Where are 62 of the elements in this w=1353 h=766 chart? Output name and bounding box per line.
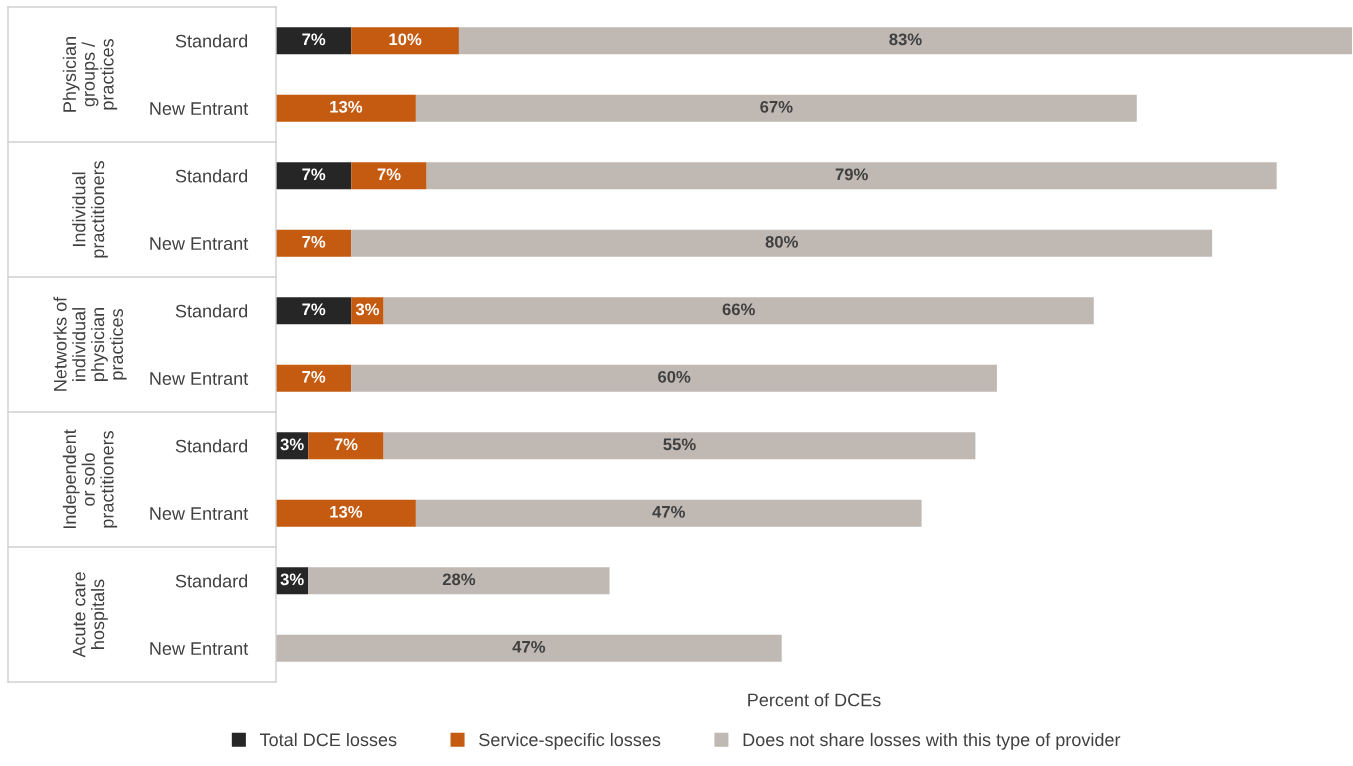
bar: [276, 634, 782, 662]
data-label: 7%: [302, 235, 326, 248]
bar: [276, 364, 352, 392]
y-tick-label: New Entrant: [150, 372, 249, 385]
data-label: 67%: [760, 100, 793, 113]
y-tick-label: New Entrant: [150, 102, 249, 115]
legend-label: Service-specific losses: [479, 732, 661, 750]
data-label: 60%: [658, 370, 691, 383]
y-tick-label: Standard: [175, 34, 248, 48]
y-tick-label: Standard: [175, 304, 248, 318]
bar: [426, 162, 1277, 190]
data-label: 7%: [302, 33, 326, 46]
data-label: 79%: [835, 168, 868, 181]
y-tick-label: New Entrant: [150, 642, 249, 655]
text: Physician groups / practices: [62, 37, 118, 112]
y-tick-label: New Entrant: [150, 507, 249, 520]
bar: [308, 567, 610, 595]
data-label: 47%: [652, 505, 685, 518]
y-tick-label: Standard: [175, 169, 248, 183]
text: Networks of individual physician practices: [53, 296, 127, 391]
bar: [351, 162, 427, 190]
legend-label: Does not share losses with this type of provider: [743, 732, 1121, 750]
data-label: 3%: [280, 438, 304, 451]
data-label: 10%: [389, 33, 422, 46]
data-label: 13%: [330, 100, 363, 113]
bar: [351, 27, 459, 55]
bar: [276, 297, 352, 325]
data-label: 3%: [280, 573, 304, 586]
text: Acute care hospitals: [72, 572, 108, 658]
bar: [351, 229, 1213, 257]
bar: [276, 162, 352, 190]
bar: [308, 432, 384, 460]
data-label: 55%: [663, 438, 696, 451]
data-label: 47%: [512, 640, 546, 653]
x-axis-title: Percent of DCEs: [748, 693, 881, 707]
data-label: 7%: [377, 168, 401, 181]
bar: [415, 94, 1137, 122]
data-label: 83%: [889, 33, 922, 46]
legend-label: Total DCE losses: [260, 732, 397, 747]
bar: [383, 297, 1094, 325]
data-label: 80%: [765, 235, 798, 248]
y-tick-label: Standard: [175, 574, 248, 588]
text: Independent or solo practitioners: [62, 429, 118, 529]
data-label: 3%: [355, 303, 380, 316]
bar: [415, 499, 922, 527]
data-label: 7%: [302, 303, 326, 316]
text: Individual practitioners: [72, 160, 108, 258]
bar: [276, 94, 416, 122]
y-tick-label: Standard: [175, 439, 248, 453]
data-label: 7%: [302, 370, 326, 383]
data-label: 7%: [334, 438, 358, 451]
bar: [276, 229, 352, 257]
data-label: 28%: [442, 573, 476, 586]
y-tick-label: New Entrant: [150, 237, 249, 250]
data-label: 66%: [722, 303, 755, 316]
bar: [276, 499, 416, 527]
data-label: 13%: [330, 505, 363, 518]
bar: [276, 27, 352, 55]
bar: [351, 364, 997, 392]
bar: [383, 432, 976, 460]
data-label: 7%: [302, 168, 326, 181]
bar: [458, 27, 1352, 55]
